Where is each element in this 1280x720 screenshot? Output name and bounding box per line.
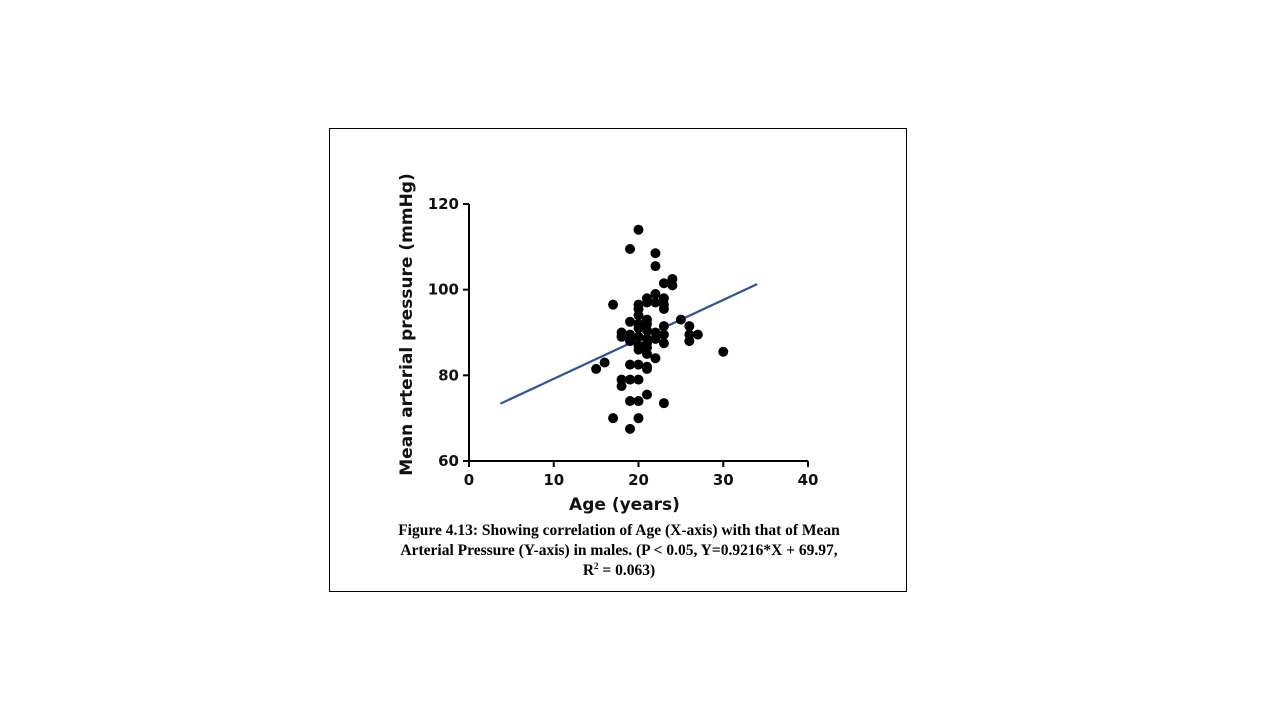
- data-point: [650, 297, 661, 308]
- data-point: [633, 344, 644, 355]
- data-point: [625, 396, 636, 407]
- data-point: [641, 363, 652, 374]
- data-point: [633, 224, 644, 235]
- data-point: [633, 396, 644, 407]
- data-point: [625, 316, 636, 327]
- data-point: [650, 248, 661, 259]
- data-point: [625, 243, 636, 254]
- data-point: [675, 314, 686, 325]
- data-point: [608, 413, 619, 424]
- x-tick-label: 10: [543, 471, 564, 489]
- data-point: [633, 413, 644, 424]
- data-point: [625, 374, 636, 385]
- figure-caption: Figure 4.13: Showing correlation of Age …: [330, 521, 908, 581]
- data-point: [650, 353, 661, 364]
- data-point: [658, 303, 669, 314]
- data-point: [718, 346, 729, 357]
- data-point: [641, 389, 652, 400]
- y-tick-label: 100: [428, 281, 459, 299]
- data-point: [650, 333, 661, 344]
- data-point: [658, 338, 669, 349]
- x-tick-label: 20: [628, 471, 649, 489]
- caption-r2-value: = 0.063): [598, 562, 656, 579]
- axes: [463, 203, 809, 467]
- data-point: [641, 297, 652, 308]
- data-point: [658, 278, 669, 289]
- caption-line-2: Arterial Pressure (Y-axis) in males. (P …: [400, 542, 838, 559]
- x-tick-label: 0: [464, 471, 474, 489]
- data-point: [658, 321, 669, 332]
- data-point: [633, 310, 644, 321]
- data-point: [633, 323, 644, 334]
- data-point: [633, 359, 644, 370]
- data-point: [684, 321, 695, 332]
- data-point: [692, 329, 703, 340]
- caption-r-superscript: 2: [594, 560, 599, 571]
- data-point: [633, 331, 644, 342]
- caption-line-1: Figure 4.13: Showing correlation of Age …: [398, 522, 840, 539]
- caption-line-3: R2 = 0.063): [330, 561, 908, 581]
- figure-frame: 0 10 20 30 40 60 80 100 120 Age (years) Mean arter…: [329, 128, 907, 592]
- data-point: [641, 348, 652, 359]
- caption-r: R: [582, 562, 595, 579]
- data-point: [633, 374, 644, 385]
- data-point: [641, 325, 652, 336]
- data-point: [616, 381, 627, 392]
- data-point: [650, 261, 661, 272]
- x-axis-title: Age (years): [569, 495, 680, 515]
- data-point: [667, 280, 678, 291]
- scatter-chart: 0 10 20 30 40 60 80 100 120 Age (years) Mean arter…: [397, 173, 818, 515]
- y-tick-label: 120: [428, 195, 459, 213]
- labels-layer: 0 10 20 30 40 60 80 100 120 Age (years) Mean arter…: [397, 173, 818, 515]
- data-point: [599, 357, 610, 368]
- data-point: [650, 288, 661, 299]
- data-point: [608, 299, 619, 310]
- y-tick-label: 80: [438, 366, 459, 384]
- data-point: [658, 398, 669, 409]
- points-layer: [591, 224, 729, 434]
- x-tick-label: 40: [798, 471, 819, 489]
- data-point: [684, 336, 695, 347]
- y-axis-title: Mean arterial pressure (mmHg): [397, 173, 417, 476]
- data-point: [658, 329, 669, 340]
- data-point: [616, 331, 627, 342]
- y-tick-label: 60: [438, 452, 459, 470]
- x-tick-label: 30: [713, 471, 734, 489]
- data-point: [625, 336, 636, 347]
- data-point: [625, 423, 636, 434]
- data-point: [591, 363, 602, 374]
- data-point: [625, 359, 636, 370]
